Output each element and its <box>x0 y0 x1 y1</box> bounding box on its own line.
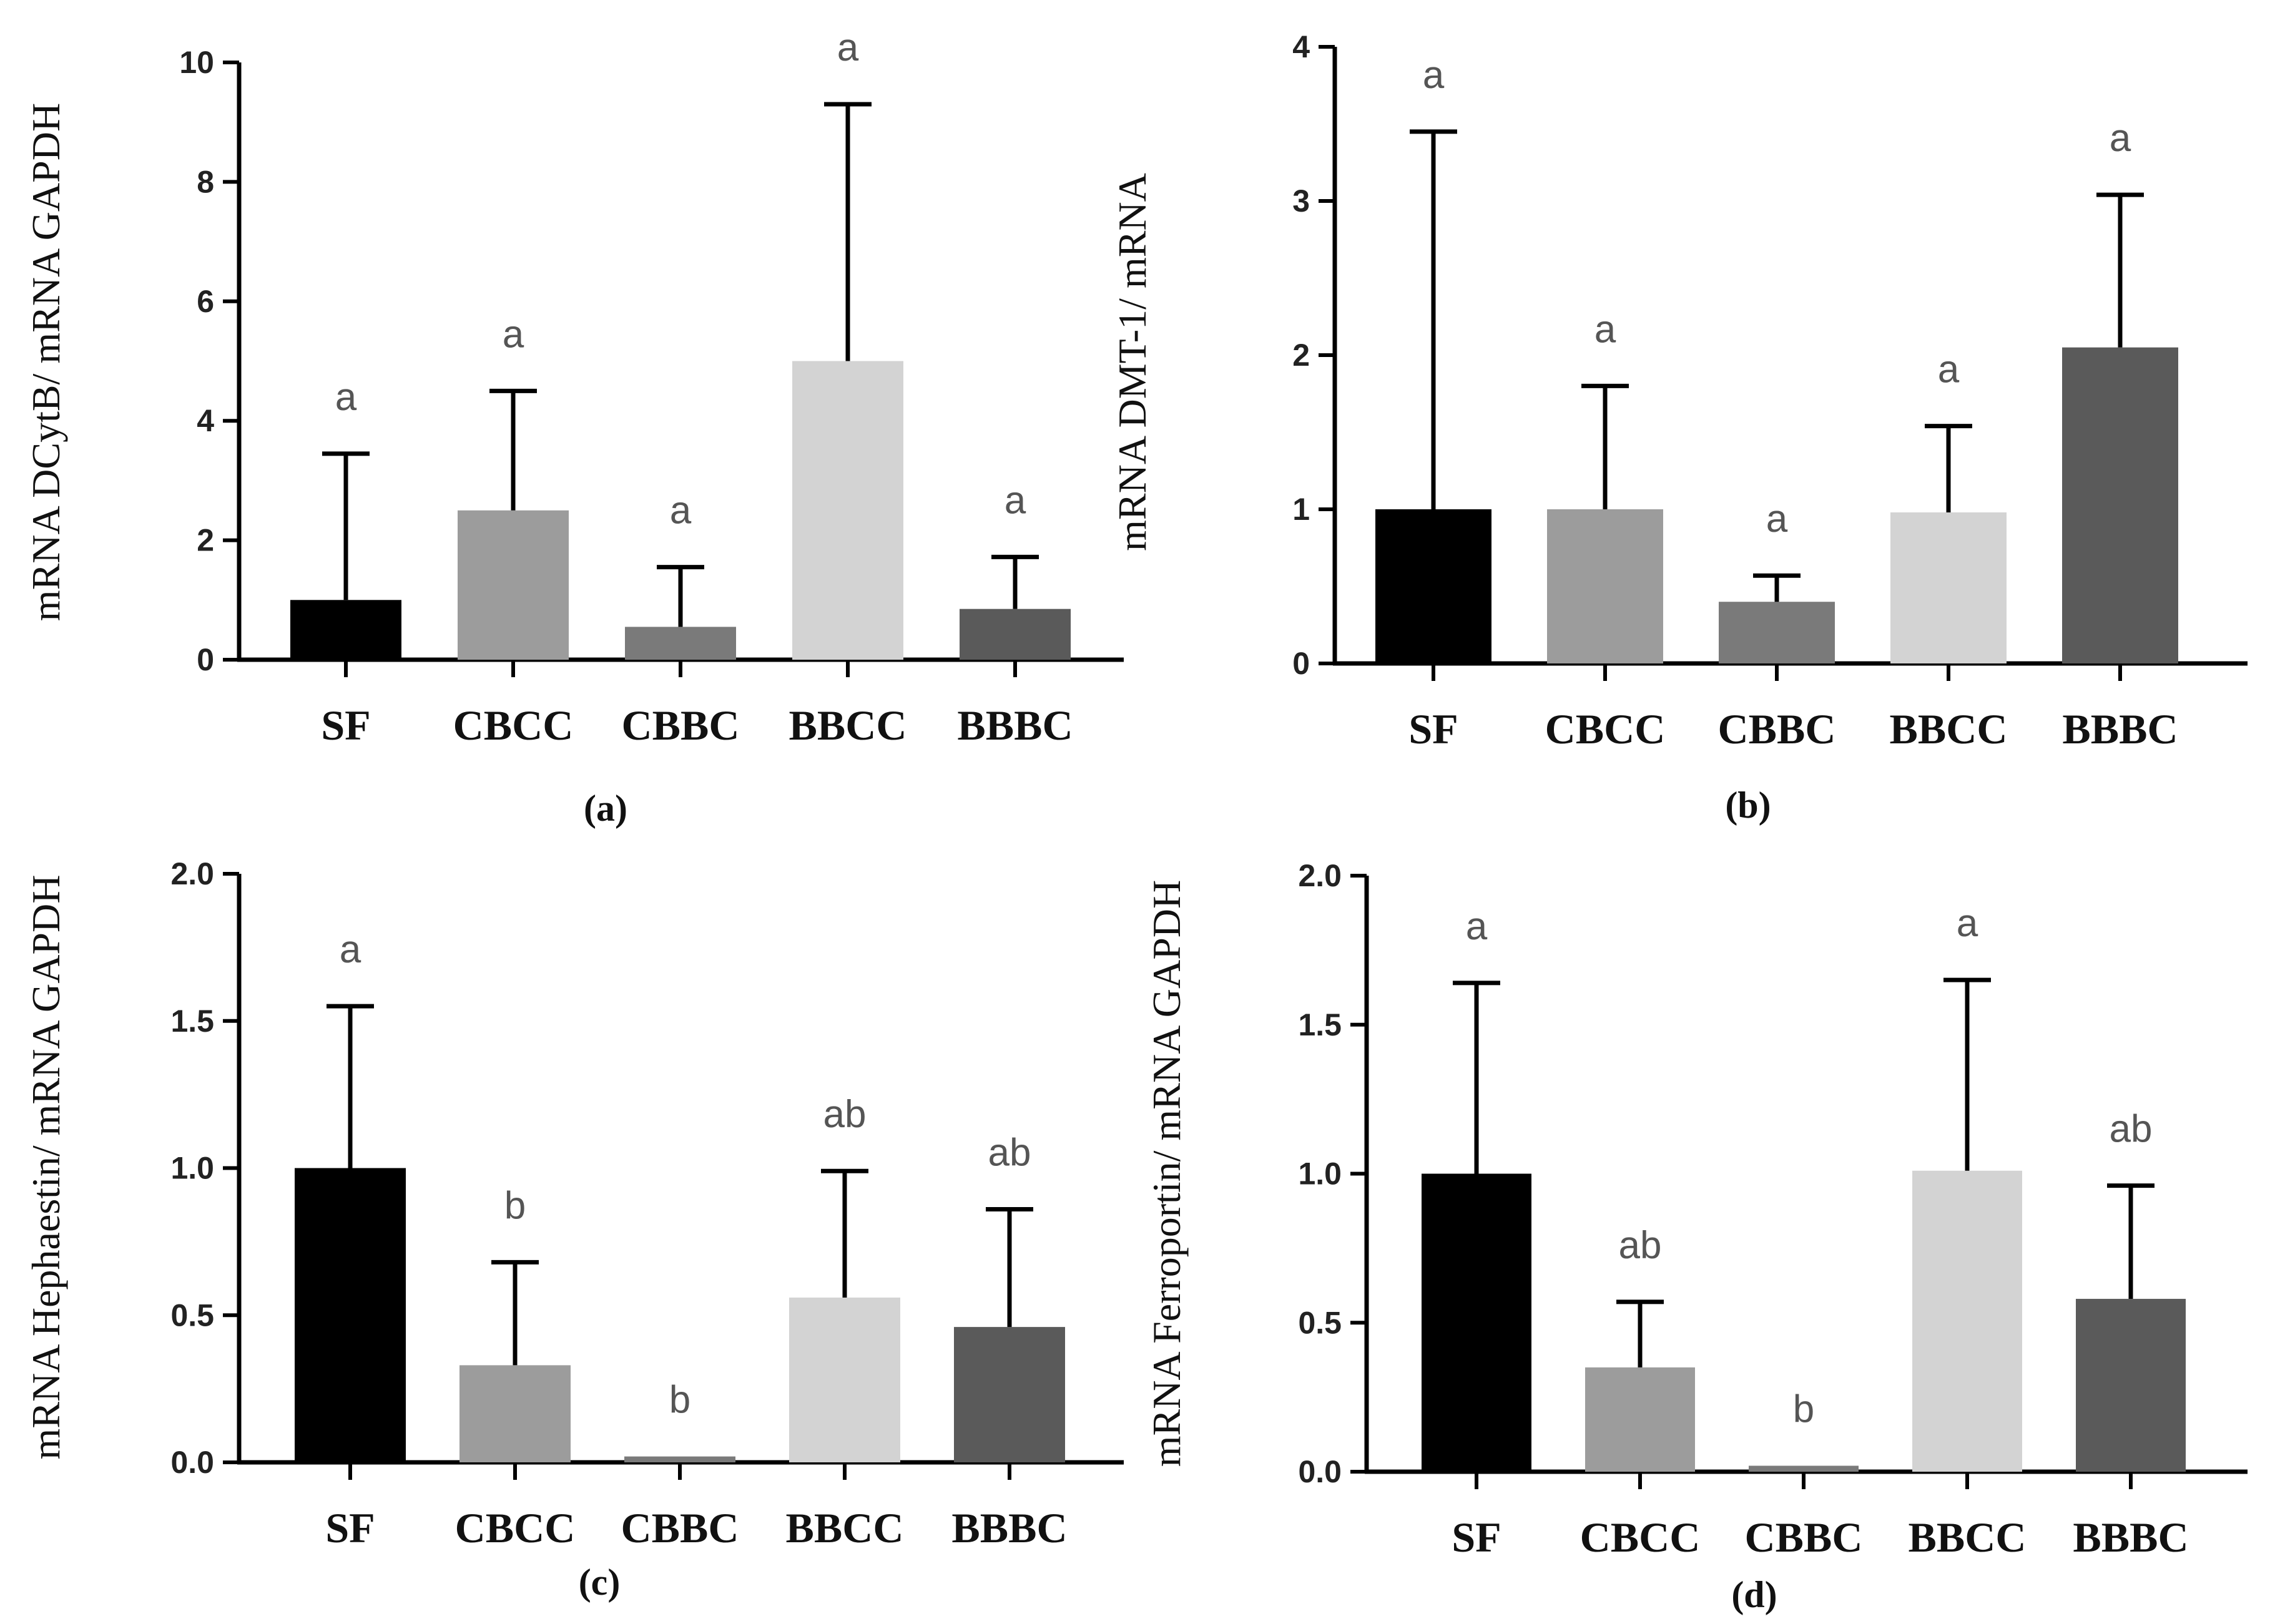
x-tick-label: CBBC <box>1718 705 1836 753</box>
panel-caption: (c) <box>579 1562 621 1603</box>
y-axis-title: mRNA DMT-1/ mRNA <box>1110 173 1154 551</box>
y-tick-label: 8 <box>197 164 214 199</box>
y-tick-label: 1.0 <box>1298 1157 1342 1191</box>
y-tick-label: 1.5 <box>1298 1007 1342 1042</box>
y-tick-label: 4 <box>197 403 214 438</box>
significance-label: a <box>1957 902 1978 945</box>
chart-panel-a: 0 2 4 6 8 10 SF a CBCC a CBBC a BBCC a BBBC a (a) mRNA DC… <box>24 26 1124 829</box>
significance-label: ab <box>1619 1224 1662 1267</box>
significance-label: b <box>1793 1387 1814 1431</box>
significance-label: a <box>340 928 361 971</box>
y-tick-label: 0 <box>1292 646 1310 681</box>
y-tick-label: 0.5 <box>1298 1305 1342 1340</box>
y-tick-label: 3 <box>1292 183 1310 218</box>
chart-panel-d: 0.0 0.5 1.0 1.5 2.0 SF a CBCC ab CBBC b BBCC a BBBC ab… <box>1144 858 2248 1615</box>
panel-caption: (b) <box>1725 785 1771 826</box>
bar-bbbc <box>954 1327 1065 1462</box>
x-tick-label: SF <box>321 702 370 749</box>
bar-bbbc <box>960 609 1071 660</box>
y-tick-label: 2 <box>197 523 214 558</box>
significance-label: b <box>504 1184 526 1227</box>
chart-panel-b: 0 1 2 3 4 SF a CBCC a CBBC a BBCC a BBBC a (b) mRNA DMT-… <box>1110 29 2248 826</box>
y-tick-label: 2.0 <box>1298 858 1342 893</box>
significance-label: a <box>670 489 692 532</box>
panel-caption: (d) <box>1731 1574 1777 1615</box>
y-tick-label: 10 <box>179 45 214 80</box>
significance-label: a <box>1005 479 1026 522</box>
significance-label: a <box>1594 308 1616 351</box>
y-tick-label: 0.0 <box>170 1445 214 1480</box>
x-tick-label: BBBC <box>957 702 1073 749</box>
bar-cbcc <box>458 510 569 660</box>
x-tick-label: BBBC <box>2062 705 2178 753</box>
significance-label: a <box>1466 905 1488 948</box>
bar-cbcc <box>1547 509 1663 663</box>
y-tick-label: 6 <box>197 284 214 319</box>
panel-caption: (a) <box>584 788 627 829</box>
significance-label: ab <box>988 1132 1031 1175</box>
x-tick-label: CBCC <box>453 702 574 749</box>
y-axis-title: mRNA DCytB/ mRNA GAPDH <box>24 103 68 621</box>
y-tick-label: 0.0 <box>1298 1454 1342 1489</box>
x-tick-label: SF <box>1408 705 1458 753</box>
bar-bbbc <box>2076 1299 2186 1472</box>
x-tick-label: SF <box>325 1504 375 1552</box>
significance-label: a <box>503 313 524 356</box>
significance-label: a <box>2110 117 2131 160</box>
y-tick-label: 0 <box>197 642 214 677</box>
x-tick-label: CBBC <box>622 702 740 749</box>
significance-label: b <box>669 1379 690 1422</box>
bar-bbcc <box>789 1297 900 1462</box>
significance-label: ab <box>2110 1108 2153 1151</box>
x-tick-label: CBBC <box>621 1504 739 1552</box>
x-tick-label: BBCC <box>789 702 907 749</box>
significance-label: a <box>1938 348 1960 391</box>
x-tick-label: CBCC <box>455 1504 576 1552</box>
bar-cbcc <box>459 1365 571 1462</box>
x-tick-label: BBCC <box>1909 1514 2027 1561</box>
bar-bbcc <box>792 361 903 660</box>
significance-label: ab <box>823 1093 867 1136</box>
x-tick-label: CBCC <box>1580 1514 1701 1561</box>
y-tick-label: 1 <box>1292 492 1310 527</box>
x-tick-label: BBCC <box>786 1504 904 1552</box>
bar-cbbc <box>1719 602 1835 663</box>
y-tick-label: 1.5 <box>170 1004 214 1039</box>
significance-label: a <box>1423 54 1445 97</box>
bar-bbcc <box>1912 1170 2022 1472</box>
bar-cbbc <box>624 1456 735 1462</box>
y-tick-label: 0.5 <box>170 1298 214 1333</box>
bar-cbbc <box>1749 1465 1859 1472</box>
y-axis-title: mRNA Hephaestin/ mRNA GAPDH <box>24 875 68 1460</box>
bar-sf <box>1375 509 1491 663</box>
bar-sf <box>295 1168 406 1462</box>
x-tick-label: BBBC <box>2073 1514 2188 1561</box>
chart-panel-c: 0.0 0.5 1.0 1.5 2.0 SF a CBCC b CBBC b BBCC ab BBBC ab… <box>24 856 1124 1603</box>
y-tick-label: 2.0 <box>170 856 214 891</box>
bar-sf <box>1422 1173 1531 1472</box>
bar-cbcc <box>1585 1367 1695 1472</box>
y-axis-title: mRNA Ferroportin/ mRNA GAPDH <box>1144 880 1189 1467</box>
bar-cbbc <box>625 627 736 660</box>
bar-sf <box>290 600 401 660</box>
y-tick-label: 2 <box>1292 338 1310 373</box>
x-tick-label: BBCC <box>1890 705 2008 753</box>
bar-bbbc <box>2062 347 2178 663</box>
x-tick-label: CBCC <box>1545 705 1666 753</box>
y-tick-label: 1.0 <box>170 1151 214 1186</box>
x-tick-label: SF <box>1452 1514 1501 1561</box>
significance-label: a <box>837 26 859 69</box>
bar-bbcc <box>1890 512 2007 663</box>
significance-label: a <box>335 376 357 419</box>
x-tick-label: BBBC <box>951 1504 1067 1552</box>
x-tick-label: CBBC <box>1745 1514 1863 1561</box>
significance-label: a <box>1766 497 1788 541</box>
y-tick-label: 4 <box>1292 29 1310 64</box>
